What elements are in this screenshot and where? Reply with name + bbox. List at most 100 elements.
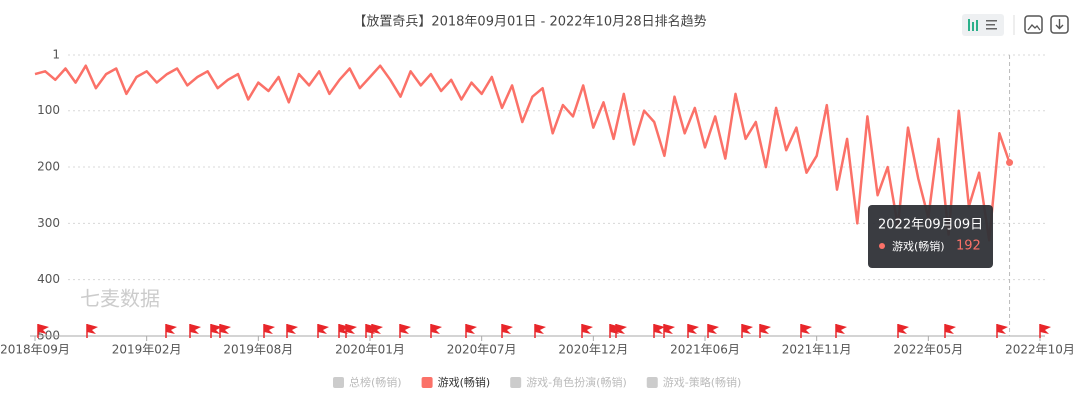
legend-swatch [510,377,522,388]
x-tick-label: 2019年02月 [112,343,182,357]
event-flag [996,324,1008,338]
x-tick-label: 2020年07月 [447,343,517,357]
x-tick-label: 2020年01月 [335,343,405,357]
event-flag [219,324,231,338]
tooltip-value: 192 [956,239,981,254]
x-tick-label: 2019年08月 [223,343,293,357]
flag [836,324,847,334]
flag [742,324,753,334]
tooltip-dot [879,243,885,249]
flag [431,324,442,334]
event-flag [944,324,956,338]
icon [1027,24,1041,31]
flag [372,324,383,334]
event-flag [317,324,329,338]
icon [986,24,995,26]
hover-point [1006,159,1014,167]
flag [997,324,1008,334]
tooltip-box [868,205,993,268]
event-flag [165,324,177,338]
event-flag [741,324,753,338]
flag [264,324,275,334]
y-tick-label: 1 [52,48,60,62]
legend-label: 总榜(畅销) [349,375,402,389]
x-tick-label: 2020年12月 [558,343,628,357]
x-tick-label: 2021年11月 [782,343,852,357]
event-flag [345,324,357,338]
tooltip-series: 游戏(畅销) [892,239,945,253]
flag [87,324,98,334]
flag [166,324,177,334]
flag [654,324,665,334]
event-flag [37,324,49,338]
event-flag [263,324,275,338]
y-tick-label: 400 [37,272,60,286]
flag [688,324,699,334]
icon [972,22,974,31]
event-flag [835,324,847,338]
legend-label: 游戏-策略(畅销) [663,375,742,389]
event-flag [465,324,477,338]
flag [760,324,771,334]
legend-swatch [421,377,433,388]
flag [1040,324,1051,334]
event-flag [653,324,665,338]
event-flag [615,324,627,338]
event-flag [581,324,593,338]
y-tick-label: 300 [37,216,60,230]
event-flag [534,324,546,338]
flag [616,324,627,334]
flag [502,324,513,334]
flag [287,324,298,334]
event-flag [663,324,675,338]
legend-label: 游戏(畅销) [438,375,491,389]
flag [945,324,956,334]
event-flag [687,324,699,338]
flag [582,324,593,334]
flag [898,324,909,334]
legend-swatch [333,377,344,388]
icon [986,20,997,22]
event-flag [707,324,719,338]
event-flag [800,324,812,338]
event-flag [286,324,298,338]
legend-swatch [646,377,658,388]
event-flag [189,324,201,338]
event-flag [399,324,411,338]
event-flag [759,324,771,338]
event-flag [1039,324,1051,338]
watermark: 七麦数据 [80,287,160,311]
download[interactable] [1050,15,1069,34]
event-flag [371,324,383,338]
event-flag [86,324,98,338]
tooltip-date: 2022年09月09日 [878,218,983,233]
chart-title: 【放置奇兵】2018年09月01日 - 2022年10月28日排名趋势 [353,14,706,30]
event-flag [897,324,909,338]
flag [400,324,411,334]
toolbar [962,14,1069,36]
event-flag [501,324,513,338]
series-line [34,64,1011,242]
flag [466,324,477,334]
legend-label: 游戏-角色扮演(畅销) [526,375,627,389]
flag [346,324,357,334]
flag [38,324,49,334]
flag [190,324,201,334]
icon [968,19,970,31]
x-tick-label: 2022年05月 [893,343,963,357]
y-tick-label: 100 [37,103,60,117]
y-tick-label: 200 [37,160,60,174]
icon [986,28,997,30]
flag [801,324,812,334]
icon [976,20,978,31]
icon [1055,19,1064,30]
x-tick-label: 2021年06月 [670,343,740,357]
x-tick-label: 2022年10月 [1005,343,1075,357]
flag [708,324,719,334]
flag [535,324,546,334]
flag [220,324,231,334]
save-image[interactable] [1024,15,1043,34]
flag [318,324,329,334]
